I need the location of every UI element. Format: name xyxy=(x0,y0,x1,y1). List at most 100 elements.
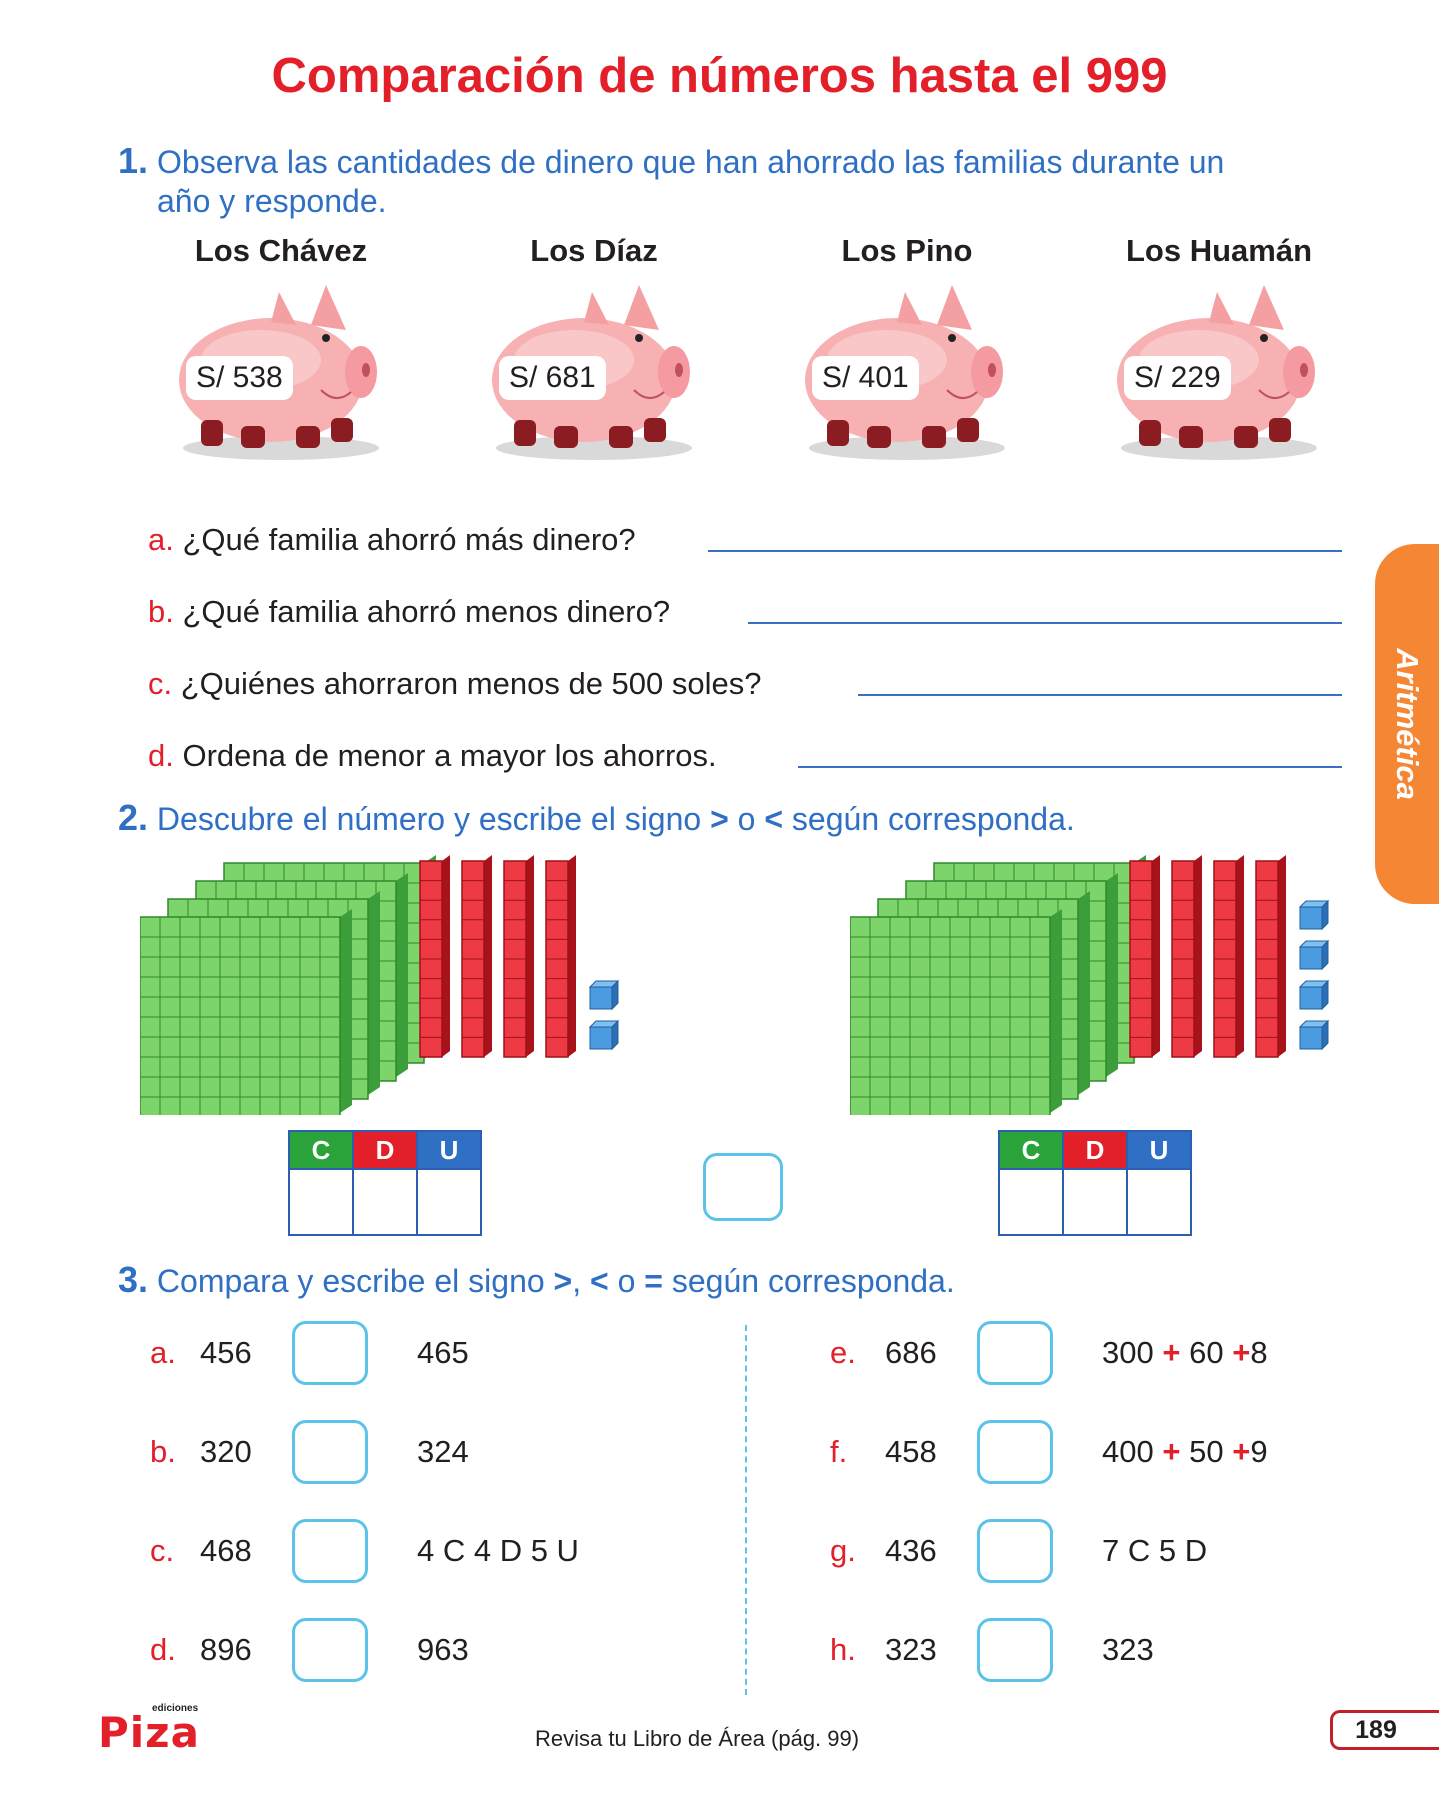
q3-left-value: 686 xyxy=(885,1335,937,1370)
hundreds-flat xyxy=(850,909,1062,1115)
q3-sign-less: < xyxy=(590,1263,609,1299)
q3-term: 60 xyxy=(1189,1335,1224,1370)
cdu-input-d[interactable] xyxy=(352,1168,418,1236)
cdu-header-c: C xyxy=(288,1130,354,1170)
logo-subtitle: ediciones xyxy=(152,1703,199,1714)
q3-term: 50 xyxy=(1189,1434,1224,1469)
q3-item-letter: g. xyxy=(830,1533,856,1568)
q3-sign-box[interactable] xyxy=(292,1420,368,1484)
q3-term: 9 xyxy=(1250,1434,1268,1469)
q1-question-text: Ordena de menor a mayor los ahorros. xyxy=(182,738,717,773)
plus-sign: + xyxy=(1162,1434,1181,1469)
q3-sign-box[interactable] xyxy=(977,1321,1053,1385)
unit-cube xyxy=(1298,979,1330,1011)
tens-rod xyxy=(461,855,492,1058)
q1-letter: d. xyxy=(148,738,174,773)
hundreds-flat xyxy=(140,909,352,1115)
q1-question-text: ¿Qué familia ahorró menos dinero? xyxy=(182,594,671,629)
q2-text-o: o xyxy=(737,801,756,837)
answer-line[interactable] xyxy=(748,622,1342,624)
section-tab: Aritmética xyxy=(1375,544,1439,904)
unit-cube xyxy=(1298,899,1330,931)
q3-sign-box[interactable] xyxy=(977,1420,1053,1484)
base-ten-blocks-left xyxy=(140,855,620,1115)
tens-rod xyxy=(503,855,534,1058)
q3-sign-box[interactable] xyxy=(292,1519,368,1583)
q3-number: 3. xyxy=(118,1259,149,1300)
q2-sign-less: < xyxy=(764,801,784,837)
unit-cube xyxy=(588,979,620,1011)
unit-cube xyxy=(1298,939,1330,971)
q2-instruction: 2. Descubre el número y escribe el signo… xyxy=(118,798,1075,839)
plus-sign: + xyxy=(1162,1335,1181,1370)
page-number: 189 xyxy=(1355,1716,1397,1744)
q1-text-line2: año y responde. xyxy=(157,183,387,219)
q1-subquestion: c. ¿Quiénes ahorraron menos de 500 soles… xyxy=(148,664,762,704)
q3-text-o: o xyxy=(617,1263,636,1299)
answer-line[interactable] xyxy=(708,550,1342,552)
publisher-logo: Piza xyxy=(98,1708,200,1757)
q3-right-value: 4 C 4 D 5 U xyxy=(417,1533,579,1568)
q1-subquestion: b. ¿Qué familia ahorró menos dinero? xyxy=(148,592,670,632)
family-name: Los Pino xyxy=(841,233,973,268)
cdu-input-d[interactable] xyxy=(1062,1168,1128,1236)
base-ten-blocks-right xyxy=(850,855,1330,1115)
q3-item-letter: h. xyxy=(830,1632,856,1667)
tens-rod xyxy=(1255,855,1286,1058)
column-divider xyxy=(745,1325,747,1695)
tens-rod xyxy=(545,855,576,1058)
q3-left-value: 320 xyxy=(200,1434,252,1469)
savings-amount: S/ 401 xyxy=(812,356,919,400)
q3-term: 400 xyxy=(1102,1434,1154,1469)
cdu-input-u[interactable] xyxy=(416,1168,482,1236)
q3-item-letter: a. xyxy=(150,1335,176,1370)
q3-left-value: 436 xyxy=(885,1533,937,1568)
q3-item-letter: d. xyxy=(150,1632,176,1667)
q3-text-a: Compara y escribe el signo xyxy=(156,1263,545,1299)
footer-note: Revisa tu Libro de Área (pág. 99) xyxy=(535,1726,860,1751)
q3-instruction: 3. Compara y escribe el signo >, < o = s… xyxy=(118,1260,955,1301)
unit-cube xyxy=(1298,1019,1330,1051)
family-name: Los Chávez xyxy=(194,233,368,268)
q3-item-letter: b. xyxy=(150,1434,176,1469)
q3-left-value: 458 xyxy=(885,1434,937,1469)
q3-term: 323 xyxy=(1102,1632,1154,1667)
answer-line[interactable] xyxy=(798,766,1342,768)
answer-line[interactable] xyxy=(858,694,1342,696)
q1-number: 1. xyxy=(118,140,149,181)
q3-sign-box[interactable] xyxy=(292,1321,368,1385)
q3-sign-box[interactable] xyxy=(977,1618,1053,1682)
q2-sign-box[interactable] xyxy=(703,1153,783,1221)
plus-sign: + xyxy=(1232,1434,1251,1469)
q3-sign-box[interactable] xyxy=(977,1519,1053,1583)
q3-term: 7 C 5 D xyxy=(1102,1533,1208,1568)
q2-text-b: según corresponda. xyxy=(791,801,1075,837)
plus-sign: + xyxy=(1232,1335,1251,1370)
tens-rod xyxy=(1213,855,1244,1058)
q3-left-value: 468 xyxy=(200,1533,252,1568)
cdu-input-c[interactable] xyxy=(288,1168,354,1236)
cdu-input-c[interactable] xyxy=(998,1168,1064,1236)
cdu-table-right: C D U xyxy=(998,1130,1192,1236)
q3-right-expression: 7 C 5 D xyxy=(1102,1531,1207,1571)
q3-left-value: 456 xyxy=(200,1335,252,1370)
q3-right-expression: 400 + 50 +9 xyxy=(1102,1432,1268,1472)
q1-text-line1: Observa las cantidades de dinero que han… xyxy=(157,144,1225,180)
cdu-header-u: U xyxy=(416,1130,482,1170)
tens-rod xyxy=(1171,855,1202,1058)
section-tab-label: Aritmética xyxy=(1390,648,1425,800)
q3-right-value: 324 xyxy=(417,1434,469,1469)
q1-subquestion: d. Ordena de menor a mayor los ahorros. xyxy=(148,736,717,776)
q3-right-value: 465 xyxy=(417,1335,469,1370)
q1-question-text: ¿Quiénes ahorraron menos de 500 soles? xyxy=(180,666,762,701)
q3-right-expression: 300 + 60 +8 xyxy=(1102,1333,1268,1373)
page-number-box: 189 xyxy=(1330,1710,1439,1750)
family-name: Los Huamán xyxy=(1125,233,1313,268)
q3-text-b: según corresponda. xyxy=(671,1263,955,1299)
q3-item-letter: e. xyxy=(830,1335,856,1370)
q3-sign-box[interactable] xyxy=(292,1618,368,1682)
cdu-header-u: U xyxy=(1126,1130,1192,1170)
unit-cube xyxy=(588,1019,620,1051)
cdu-input-u[interactable] xyxy=(1126,1168,1192,1236)
q3-sign-greater: > xyxy=(553,1263,573,1299)
